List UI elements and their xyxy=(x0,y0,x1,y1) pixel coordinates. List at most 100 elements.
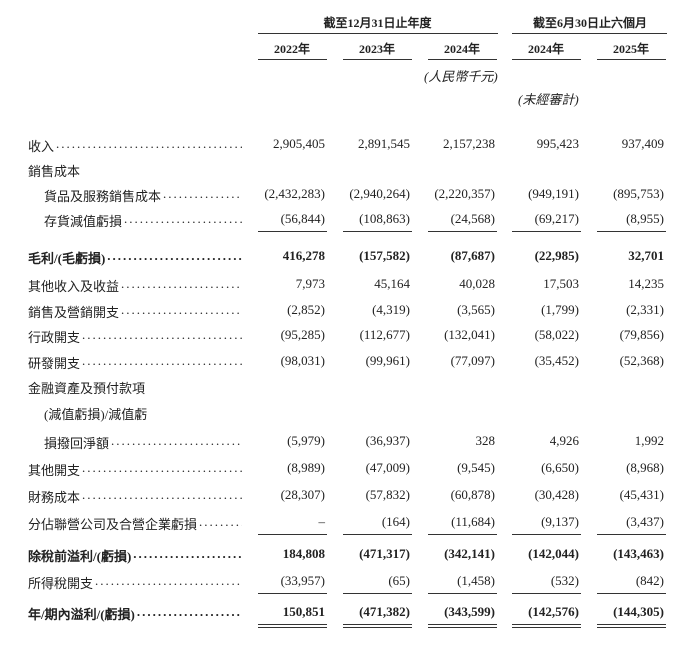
dot-leader: ........................................… xyxy=(163,186,242,199)
cell-value: (28,307) xyxy=(280,487,325,502)
cell-value: 150,851 xyxy=(282,604,325,619)
dot-leader: ........................................… xyxy=(199,514,242,527)
cell-value: (2,940,264) xyxy=(349,186,410,201)
year-rule xyxy=(343,59,412,60)
sum-rule xyxy=(258,593,327,594)
cell-value: (57,832) xyxy=(365,487,410,502)
row-label: 銷售及營銷開支 xyxy=(28,305,120,320)
sum-rule xyxy=(597,593,666,594)
cell-value: 2,891,545 xyxy=(358,136,410,151)
cell-value: 184,808 xyxy=(282,546,325,561)
cell-value: (24,568) xyxy=(450,211,495,226)
cell-value: 14,235 xyxy=(628,276,664,291)
sum-rule xyxy=(597,231,666,232)
cell-value: (157,582) xyxy=(359,248,410,263)
cell-value: (2,852) xyxy=(287,302,325,317)
unaudited-note: (未經審計) xyxy=(518,92,579,107)
cell-value: (2,331) xyxy=(626,302,664,317)
row-label: 存貨減值虧損 xyxy=(44,214,123,229)
cell-value: (164) xyxy=(381,514,410,529)
sum-rule xyxy=(512,593,581,594)
sum-rule xyxy=(597,627,666,628)
sum-rule xyxy=(258,624,327,625)
cell-value: (77,097) xyxy=(450,353,495,368)
cell-value: (3,437) xyxy=(626,514,664,529)
year-header: 2022年 xyxy=(273,42,310,56)
cell-value: (1,799) xyxy=(541,302,579,317)
cell-value: (2,432,283) xyxy=(264,186,325,201)
unit-note: (人民幣千元) xyxy=(424,69,498,84)
sum-rule xyxy=(343,231,412,232)
cell-value: (22,985) xyxy=(534,248,579,263)
cell-value: (532) xyxy=(550,573,579,588)
cell-value: (842) xyxy=(635,573,664,588)
row-label: 年/期內溢利/(虧損) xyxy=(28,607,135,622)
row-label: 銷售成本 xyxy=(28,164,81,179)
sum-rule xyxy=(512,624,581,625)
row-label: 貨品及服務銷售成本 xyxy=(44,189,162,204)
dot-leader: ........................................… xyxy=(56,136,242,149)
cell-value: 328 xyxy=(475,433,496,448)
year-rule xyxy=(512,59,581,60)
year-rule xyxy=(428,59,497,60)
cell-value: 995,423 xyxy=(536,136,579,151)
cell-value: (3,565) xyxy=(457,302,495,317)
sum-rule xyxy=(258,231,327,232)
cell-value: (144,305) xyxy=(613,604,664,619)
cell-value: – xyxy=(318,514,326,529)
row-label: 金融資產及預付款項 xyxy=(28,381,146,396)
cell-value: 937,409 xyxy=(621,136,664,151)
dot-leader: ........................................… xyxy=(95,573,242,586)
dot-leader: ........................................… xyxy=(82,460,242,473)
cell-value: (33,957) xyxy=(280,573,325,588)
row-label: 損撥回淨額 xyxy=(44,436,110,451)
cell-value: 45,164 xyxy=(374,276,410,291)
cell-value: (142,576) xyxy=(528,604,579,619)
cell-value: (143,463) xyxy=(613,546,664,561)
dot-leader: ........................................… xyxy=(136,604,242,617)
cell-value: (99,961) xyxy=(365,353,410,368)
year-rule xyxy=(597,59,666,60)
cell-value: (58,022) xyxy=(534,327,579,342)
sum-rule xyxy=(512,534,581,535)
year-header: 2024年 xyxy=(443,42,480,56)
cell-value: (30,428) xyxy=(534,487,579,502)
cell-value: (471,317) xyxy=(359,546,410,561)
cell-value: (949,191) xyxy=(528,186,579,201)
cell-value: (60,878) xyxy=(450,487,495,502)
row-label: 財務成本 xyxy=(28,490,81,505)
row-label: 除稅前溢利/(虧損) xyxy=(28,549,132,564)
cell-value: (69,217) xyxy=(534,211,579,226)
sum-rule xyxy=(428,534,497,535)
group-header: 截至6月30日止六個月 xyxy=(532,16,647,30)
cell-value: (65) xyxy=(388,573,410,588)
cell-value: (342,141) xyxy=(444,546,495,561)
sum-rule xyxy=(428,231,497,232)
cell-value: (56,844) xyxy=(280,211,325,226)
sum-rule xyxy=(258,534,327,535)
cell-value: (6,650) xyxy=(541,460,579,475)
cell-value: (343,599) xyxy=(444,604,495,619)
cell-value: 4,926 xyxy=(549,433,579,448)
cell-value: (895,753) xyxy=(613,186,664,201)
dot-leader: ........................................… xyxy=(107,248,242,261)
cell-value: (142,044) xyxy=(528,546,579,561)
row-label: (減值虧損)/減值虧 xyxy=(44,407,148,422)
sum-rule xyxy=(343,627,412,628)
cell-value: (1,458) xyxy=(457,573,495,588)
cell-value: (45,431) xyxy=(619,487,664,502)
sum-rule xyxy=(428,593,497,594)
cell-value: 40,028 xyxy=(459,276,495,291)
cell-value: 1,992 xyxy=(634,433,664,448)
dot-leader: ........................................… xyxy=(133,546,242,559)
sum-rule xyxy=(428,627,497,628)
year-header: 2024年 xyxy=(527,42,564,56)
cell-value: (8,955) xyxy=(626,211,664,226)
dot-leader: ........................................… xyxy=(82,487,242,500)
sum-rule xyxy=(343,624,412,625)
row-label: 收入 xyxy=(28,139,55,154)
cell-value: (132,041) xyxy=(444,327,495,342)
sum-rule xyxy=(512,231,581,232)
cell-value: (112,677) xyxy=(359,327,410,342)
year-rule xyxy=(258,59,327,60)
